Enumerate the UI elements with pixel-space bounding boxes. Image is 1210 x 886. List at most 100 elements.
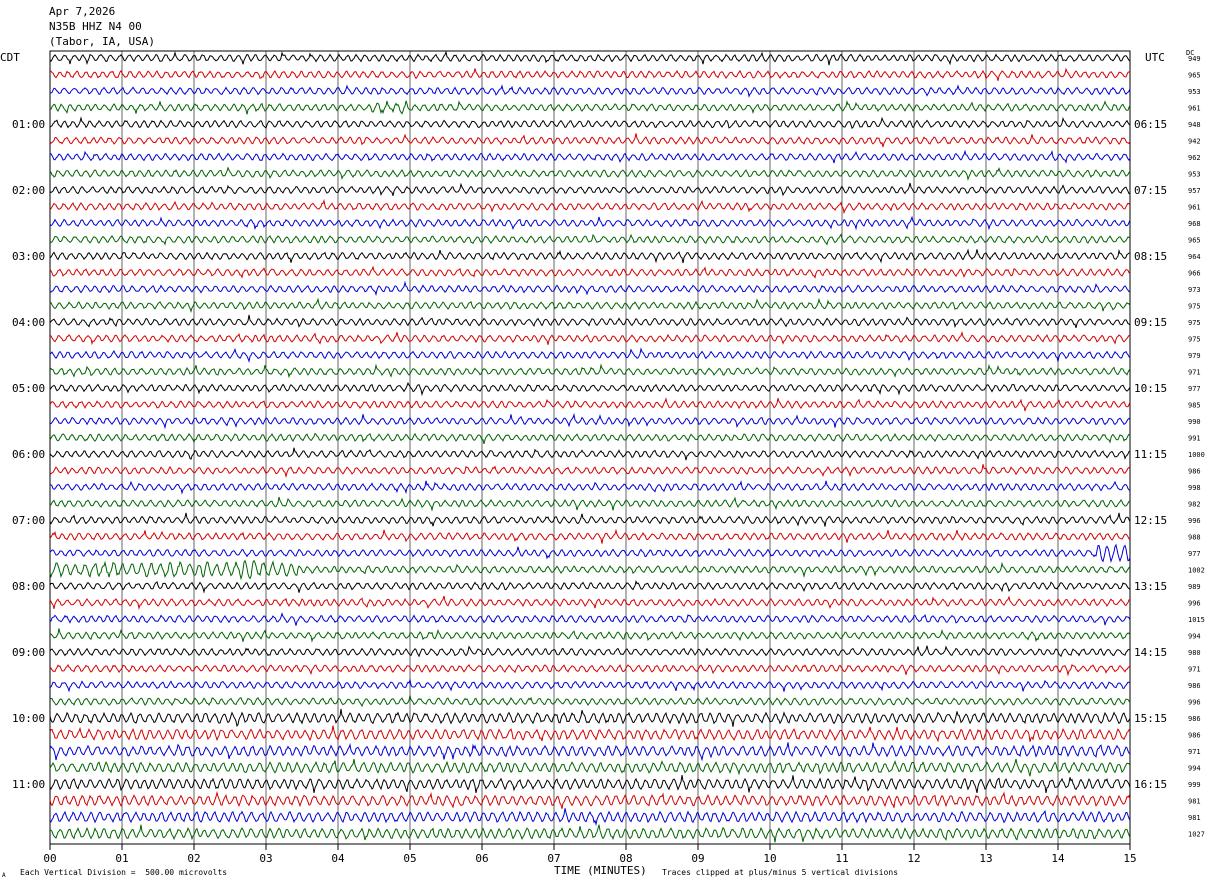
dc-offset-label: 996	[1188, 600, 1201, 608]
dc-offset-label: 949	[1188, 55, 1201, 63]
dc-offset-label: 986	[1188, 468, 1201, 476]
seismic-trace	[49, 314, 1131, 329]
seismic-trace	[49, 695, 1131, 708]
dc-offset-label: 962	[1188, 154, 1201, 162]
dc-offset-label: 975	[1188, 336, 1201, 344]
seismic-trace	[49, 512, 1131, 527]
dc-offset-label: 990	[1188, 418, 1201, 426]
dc-offset-label: 999	[1188, 781, 1201, 789]
dc-offset-label: 981	[1188, 798, 1201, 806]
dc-offset-label: 991	[1188, 435, 1201, 443]
dc-offset-label: 1000	[1188, 451, 1205, 459]
cdt-hour-label: 07:00	[12, 514, 45, 527]
header-location: (Tabor, IA, USA)	[49, 35, 155, 48]
seismic-trace	[49, 84, 1131, 98]
cdt-axis-title: CDT	[0, 51, 20, 64]
dc-offset-label: 986	[1188, 682, 1201, 690]
dc-offset-label: 994	[1188, 765, 1201, 773]
seismic-trace	[49, 347, 1131, 363]
dc-offset-label: 964	[1188, 253, 1201, 261]
x-tick-label: 11	[835, 852, 848, 865]
seismic-trace	[49, 447, 1131, 461]
seismic-trace	[49, 663, 1131, 677]
seismic-trace	[49, 166, 1131, 181]
dc-offset-label: 961	[1188, 204, 1201, 212]
utc-hour-label: 09:15	[1134, 316, 1167, 329]
clip-note: Traces clipped at plus/minus 5 vertical …	[662, 868, 899, 877]
dc-offset-label: 1002	[1188, 567, 1205, 575]
seismic-trace	[49, 432, 1131, 445]
utc-axis-title: UTC	[1145, 51, 1165, 64]
x-tick-label: 05	[403, 852, 416, 865]
seismic-trace	[49, 280, 1131, 297]
dc-offset-label: 948	[1188, 121, 1201, 129]
dc-offset-label: 980	[1188, 649, 1201, 657]
dc-offset-label: 977	[1188, 550, 1201, 558]
dc-offset-label: 979	[1188, 352, 1201, 360]
cdt-hour-label: 08:00	[12, 580, 45, 593]
seismic-trace	[49, 133, 1131, 148]
seismic-trace	[49, 397, 1131, 412]
dc-offset-label: 975	[1188, 303, 1201, 311]
seismic-trace	[49, 182, 1131, 197]
dc-offset-label: 965	[1188, 237, 1201, 245]
dc-offset-label: 996	[1188, 517, 1201, 525]
seismic-trace	[49, 215, 1131, 231]
seismic-trace	[49, 233, 1131, 246]
x-tick-label: 01	[115, 852, 128, 865]
seismic-trace	[49, 412, 1131, 430]
dc-offset-label: 961	[1188, 105, 1201, 113]
dc-offset-label: 1027	[1188, 831, 1205, 839]
dc-offset-label: 982	[1188, 501, 1201, 509]
seismic-trace	[49, 480, 1131, 495]
seismic-trace	[49, 248, 1130, 264]
dc-offset-label: 971	[1188, 369, 1201, 377]
plot-frame	[49, 50, 1131, 845]
x-tick-label: 00	[43, 852, 56, 865]
seismic-trace	[49, 628, 1131, 643]
x-tick-label: 14	[1051, 852, 1065, 865]
utc-hour-label: 13:15	[1134, 580, 1167, 593]
dc-offset-label: 968	[1188, 220, 1201, 228]
header-date: Apr 7,2026	[49, 5, 116, 18]
seismic-trace	[49, 559, 1131, 581]
dc-offset-label: 998	[1188, 484, 1201, 492]
x-tick-label: 03	[259, 852, 272, 865]
seismic-trace	[49, 678, 1131, 693]
dc-offset-label: 1015	[1188, 616, 1205, 624]
utc-hour-label: 16:15	[1134, 778, 1167, 791]
header-station: N35B HHZ N4 00	[49, 20, 142, 33]
dc-offset-label: 986	[1188, 732, 1201, 740]
seismic-trace	[49, 775, 1131, 794]
seismic-trace	[49, 824, 1131, 843]
dc-offset-label: 953	[1188, 171, 1201, 179]
x-tick-label: 12	[907, 852, 920, 865]
seismic-trace	[49, 808, 1131, 827]
cdt-hour-label: 09:00	[12, 646, 45, 659]
seismic-trace	[49, 579, 1131, 594]
x-tick-label: 15	[1123, 852, 1136, 865]
seismic-trace	[49, 708, 1131, 728]
x-axis-label: TIME (MINUTES)	[554, 864, 647, 877]
dc-offset-label: 985	[1188, 402, 1201, 410]
cdt-hour-label: 10:00	[12, 712, 45, 725]
dc-offset-label: 966	[1188, 270, 1201, 278]
dc-offset-label: 994	[1188, 633, 1201, 641]
utc-hour-label: 14:15	[1134, 646, 1167, 659]
x-tick-label: 06	[475, 852, 488, 865]
cdt-hour-label: 02:00	[12, 184, 45, 197]
seismic-trace	[49, 725, 1131, 743]
dc-offset-label: 953	[1188, 88, 1201, 96]
dc-offset-label: 957	[1188, 187, 1201, 195]
seismic-trace	[49, 265, 1131, 279]
dc-offset-label: 971	[1188, 666, 1201, 674]
seismic-trace	[49, 742, 1131, 762]
seismic-trace	[49, 67, 1131, 81]
utc-hour-label: 10:15	[1134, 382, 1167, 395]
corner-mark: A	[2, 872, 6, 879]
x-tick-label: 07	[547, 852, 560, 865]
cdt-hour-label: 06:00	[12, 448, 45, 461]
seismic-trace	[49, 464, 1131, 479]
seismic-trace	[49, 297, 1131, 313]
